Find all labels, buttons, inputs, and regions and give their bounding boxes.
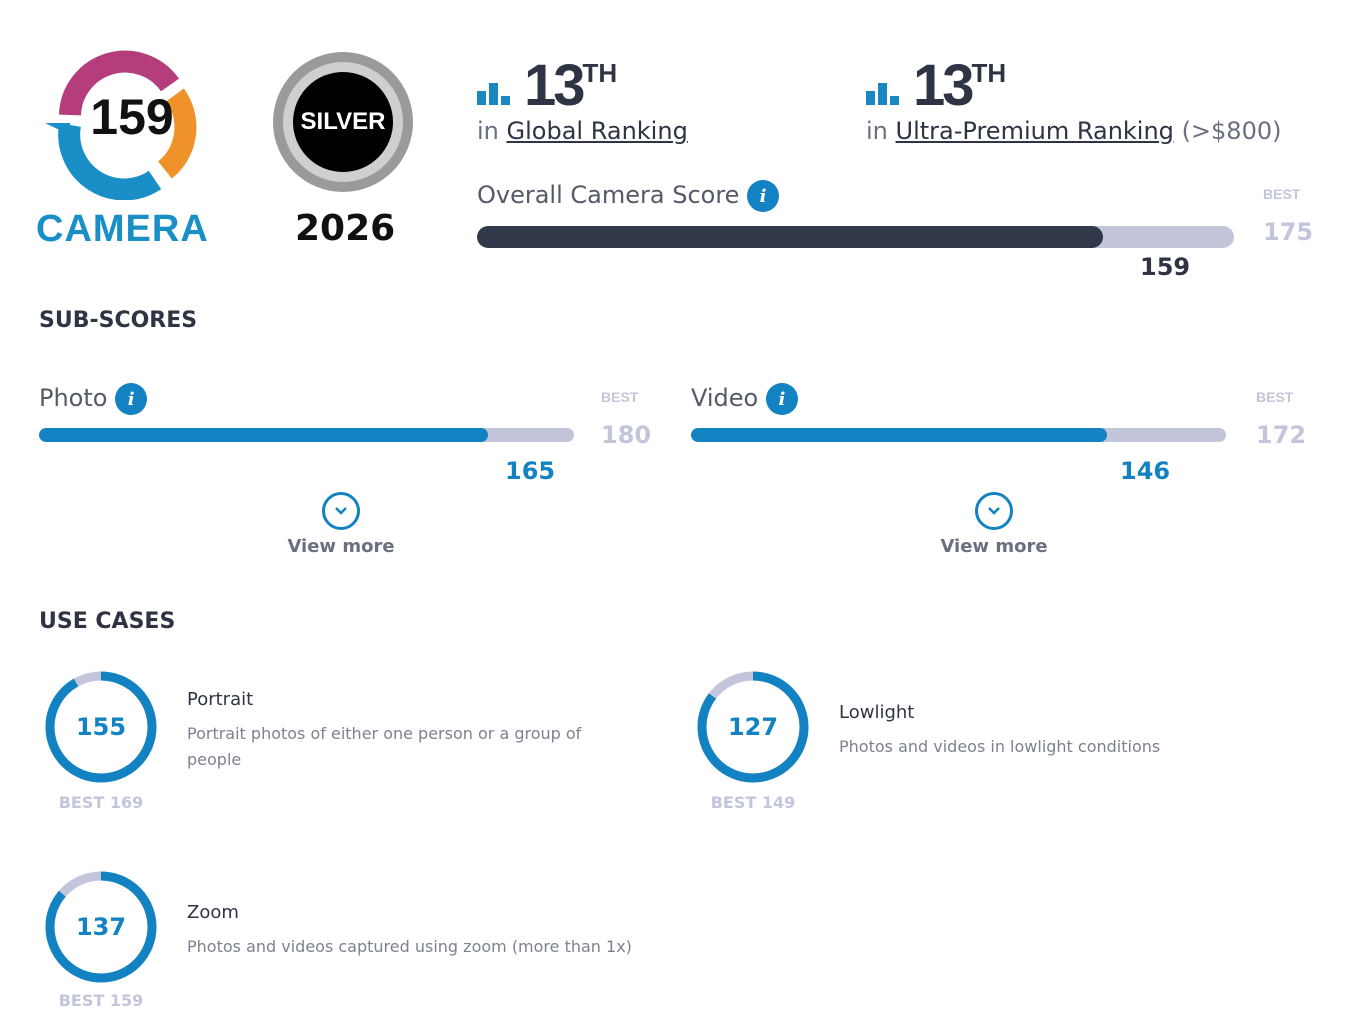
use-case-title: Lowlight (839, 702, 915, 723)
camera-score: 159 (90, 89, 174, 145)
photo-label-text: Photo (39, 384, 108, 412)
info-icon[interactable]: i (115, 383, 148, 415)
donut-fill (697, 671, 809, 783)
photo-score-value: 165 (505, 457, 556, 485)
award-level: SILVER (300, 108, 386, 135)
use-case-title: Zoom (187, 902, 239, 923)
overall-label-text: Overall Camera Score (477, 181, 740, 209)
video-score-bar (691, 428, 1226, 442)
video-score-fill (691, 428, 1107, 442)
overall-score-bar (477, 226, 1234, 248)
photo-score-bar (39, 428, 574, 442)
photo-label: Photo i (39, 383, 148, 415)
camera-score-badge: 159 (40, 40, 210, 201)
silver-award-badge: SILVER (258, 44, 418, 199)
use-case-best: BEST 169 (58, 793, 144, 812)
overall-score-label: Overall Camera Score i (477, 180, 780, 212)
use-case-score: 137 (75, 913, 127, 941)
award-year: 2026 (295, 208, 396, 249)
global-ranking: 13TH in Global Ranking (477, 52, 688, 145)
lowlight-donut (697, 671, 809, 783)
rank-number: 13 (524, 53, 585, 118)
subscores-heading: SUB-SCORES (39, 308, 198, 333)
view-more-label: View more (287, 536, 395, 557)
video-view-more-button[interactable]: View more (934, 492, 1054, 557)
price-range: (>$800) (1181, 117, 1282, 145)
overall-score-fill (477, 226, 1103, 248)
rank-suffix: TH (582, 58, 618, 88)
video-label-text: Video (691, 384, 759, 412)
best-value: 175 (1263, 218, 1314, 246)
camera-label: CAMERA (36, 208, 209, 250)
use-cases-heading: USE CASES (39, 609, 176, 634)
ultra-premium-ranking-link[interactable]: Ultra-Premium Ranking (895, 117, 1174, 145)
ranking-chart-icon (866, 83, 899, 105)
global-ranking-link[interactable]: Global Ranking (506, 117, 688, 145)
best-label: BEST (1256, 389, 1294, 405)
rank-number: 13 (913, 53, 974, 118)
use-case-description: Photos and videos in lowlight conditions (839, 737, 1161, 756)
use-case-description: Portrait photos of either one person or … (187, 724, 582, 769)
use-case-best: BEST 149 (710, 793, 796, 812)
best-value: 180 (601, 421, 652, 449)
zoom-donut (45, 871, 157, 983)
use-case-score: 155 (75, 713, 127, 741)
info-icon[interactable]: i (765, 383, 798, 415)
video-label: Video i (691, 383, 798, 415)
use-case-description: Photos and videos captured using zoom (m… (187, 937, 632, 956)
use-case-zoom: 137 BEST 159 (45, 871, 157, 1010)
view-more-label: View more (940, 536, 1048, 557)
use-case-portrait: 155 BEST 169 (45, 671, 157, 812)
photo-view-more-button[interactable]: View more (281, 492, 401, 557)
info-icon[interactable]: i (747, 180, 780, 212)
photo-score-fill (39, 428, 488, 442)
rank-suffix: TH (971, 58, 1007, 88)
ultra-premium-ranking: 13TH in Ultra-Premium Ranking (>$800) (866, 52, 1281, 145)
use-case-lowlight: 127 BEST 149 (697, 671, 809, 812)
donut-fill (45, 671, 157, 783)
chevron-down-icon (322, 492, 360, 530)
video-score-value: 146 (1120, 457, 1171, 485)
camera-badge-logo (45, 50, 197, 201)
use-case-title: Portrait (187, 689, 254, 710)
rank-prefix: in (477, 117, 499, 145)
use-case-best: BEST 159 (58, 991, 144, 1010)
overall-score-value: 159 (1140, 253, 1191, 281)
best-value: 172 (1256, 421, 1307, 449)
donut-fill (45, 871, 157, 983)
best-label: BEST (601, 389, 639, 405)
chevron-down-icon (975, 492, 1013, 530)
best-label: BEST (1263, 186, 1301, 202)
ranking-chart-icon (477, 83, 510, 105)
use-case-score: 127 (727, 713, 779, 741)
silver-badge-logo (273, 52, 413, 192)
rank-prefix: in (866, 117, 888, 145)
portrait-donut (45, 671, 157, 783)
